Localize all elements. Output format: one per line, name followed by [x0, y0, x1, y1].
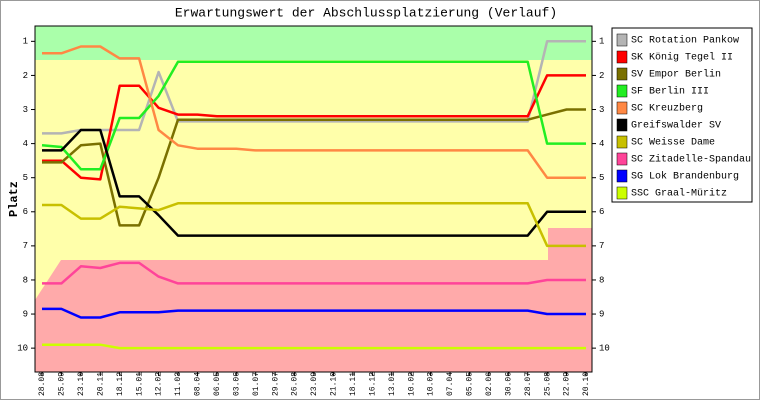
x-tick-label: 03.06	[232, 372, 241, 396]
legend-label: SV Empor Berlin	[631, 69, 721, 81]
series-line	[42, 40, 586, 135]
x-tick-label: 23.09	[310, 372, 319, 396]
legend-label: SSC Graal-Müritz	[631, 188, 727, 200]
x-tick-label: 26.08	[291, 372, 300, 396]
plot	[41, 40, 586, 350]
y-tick-label: 6	[23, 207, 28, 217]
legend-label: SF Berlin III	[631, 86, 709, 98]
y-tick-label: 4	[23, 139, 28, 149]
x-tick-label: 06.05	[213, 372, 222, 396]
x-tick-label: 10.03	[427, 372, 436, 396]
legend-swatch	[616, 152, 628, 166]
series-line	[42, 343, 586, 350]
y-tick-label: 10	[17, 344, 28, 354]
x-tick-label: 10.02	[407, 372, 416, 396]
y-axis-label: Platz	[7, 181, 21, 217]
legend-swatch	[616, 186, 628, 200]
y2-tick-label: 3	[599, 105, 604, 115]
series-line	[41, 60, 586, 171]
legend-swatch	[616, 84, 628, 98]
legend-label: SG Lok Brandenburg	[631, 171, 739, 183]
y-tick-label: 9	[23, 309, 28, 319]
series-line	[42, 74, 586, 181]
series-line	[42, 307, 586, 319]
y-tick-label: 7	[23, 241, 28, 251]
y2-tick-label: 6	[599, 207, 604, 217]
x-tick-label: 15.01	[135, 372, 144, 396]
series-line	[42, 108, 586, 227]
legend-label: SC Weisse Dame	[631, 137, 715, 149]
x-tick-label: 12.02	[155, 372, 164, 396]
legend-swatch	[616, 50, 628, 64]
x-tick-label: 29.07	[271, 372, 280, 396]
chart-title: Erwartungswert der Abschlussplatzierung …	[175, 5, 557, 20]
x-tick-label: 16.12	[368, 372, 377, 396]
series-line	[42, 202, 586, 248]
x-tick-label: 25.09	[58, 372, 67, 396]
y2-tick-label: 10	[599, 344, 610, 354]
x-tick-label: 11.03	[174, 372, 183, 396]
legend-label: Greifswalder SV	[631, 120, 721, 132]
x-tick-label: 25.08	[543, 372, 552, 396]
x-tick-label: 05.05	[466, 372, 475, 396]
zone-bottom	[35, 228, 592, 372]
zone-top	[35, 26, 592, 60]
legend-label: SK König Tegel II	[631, 52, 733, 64]
legend-label: SC Rotation Pankow	[631, 35, 739, 47]
y2-tick-label: 9	[599, 309, 604, 319]
series-line	[42, 128, 586, 237]
y2-tick-label: 8	[599, 275, 604, 285]
x-tick-label: 28.07	[524, 372, 533, 396]
x-tick-label: 22.09	[563, 372, 572, 396]
legend	[611, 27, 753, 203]
x-tick-label: 07.04	[446, 372, 455, 396]
y-tick-label: 5	[23, 173, 28, 183]
x-tick-label: 08.04	[194, 372, 203, 396]
legend-swatch	[616, 118, 628, 132]
x-tick-label: 18.12	[116, 372, 125, 396]
legend-swatch	[616, 67, 628, 81]
legend-swatch	[616, 169, 628, 183]
y2-tick-label: 5	[599, 173, 604, 183]
x-tick-label: 20.11	[96, 372, 105, 396]
legend-swatch	[616, 33, 628, 47]
legend-label: SC Zitadelle-Spandau	[631, 154, 751, 166]
x-tick-label: 20.10	[582, 372, 591, 396]
series-line	[42, 261, 586, 285]
y2-tick-label: 2	[599, 71, 604, 81]
x-tick-label: 23.10	[77, 372, 86, 396]
y-tick-label: 2	[23, 71, 28, 81]
y2-tick-label: 7	[599, 241, 604, 251]
y-tick-label: 1	[23, 37, 28, 47]
y-tick-label: 3	[23, 105, 28, 115]
series-line	[42, 45, 586, 179]
legend-label: SC Kreuzberg	[631, 103, 703, 115]
y2-tick-label: 4	[599, 139, 604, 149]
x-tick-label: 13.01	[388, 372, 397, 396]
x-tick-label: 30.06	[504, 372, 513, 396]
x-tick-label: 21.10	[330, 372, 339, 396]
y-tick-label: 8	[23, 275, 28, 285]
legend-swatch	[616, 101, 628, 115]
x-tick-label: 02.06	[485, 372, 494, 396]
x-tick-label: 01.07	[252, 372, 261, 396]
x-tick-label: 18.11	[349, 372, 358, 396]
legend-swatch	[616, 135, 628, 149]
y2-tick-label: 1	[599, 37, 604, 47]
x-tick-label: 28.08	[38, 372, 47, 396]
